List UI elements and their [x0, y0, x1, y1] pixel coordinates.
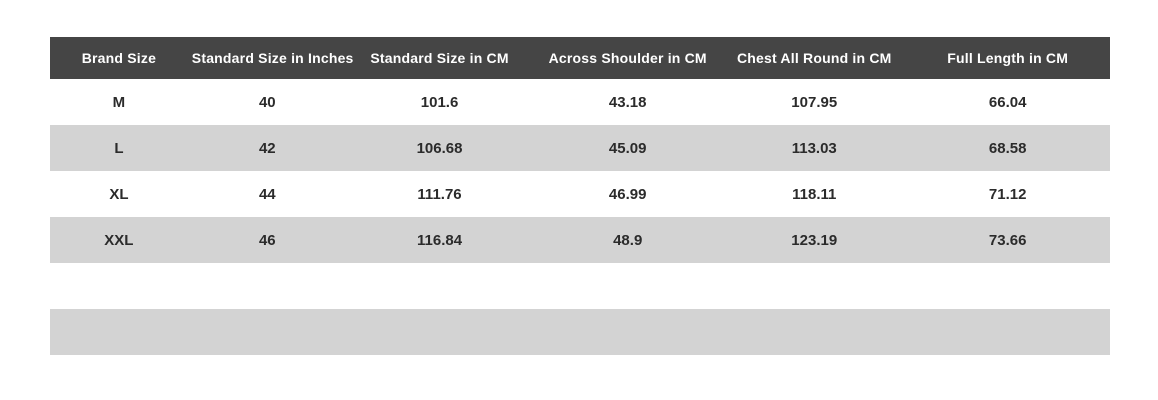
- empty-row-gray: [50, 309, 1110, 355]
- cell-across-shoulder-cm: 45.09: [532, 125, 724, 171]
- cell-standard-size-cm: 106.68: [346, 125, 533, 171]
- header-across-shoulder-cm: Across Shoulder in CM: [532, 37, 724, 79]
- empty-cell: [50, 309, 1110, 355]
- cell-standard-size-cm: 116.84: [346, 217, 533, 263]
- cell-standard-size-inches: 40: [187, 79, 347, 125]
- size-chart-table: Brand Size Standard Size in Inches Stand…: [50, 37, 1110, 355]
- size-row-xl: XL 44 111.76 46.99 118.11 71.12: [50, 171, 1110, 217]
- cell-brand-size: M: [50, 79, 188, 125]
- cell-standard-size-cm: 101.6: [346, 79, 533, 125]
- cell-chest-all-round-cm: 107.95: [723, 79, 906, 125]
- cell-standard-size-cm: 111.76: [346, 171, 533, 217]
- header-standard-size-cm: Standard Size in CM: [346, 37, 533, 79]
- size-row-xxl: XXL 46 116.84 48.9 123.19 73.66: [50, 217, 1110, 263]
- cell-across-shoulder-cm: 46.99: [532, 171, 724, 217]
- header-chest-all-round-cm: Chest All Round in CM: [723, 37, 906, 79]
- cell-standard-size-inches: 46: [187, 217, 347, 263]
- empty-row-white: [50, 263, 1110, 309]
- cell-brand-size: XXL: [50, 217, 188, 263]
- cell-full-length-cm: 66.04: [905, 79, 1110, 125]
- cell-full-length-cm: 68.58: [905, 125, 1110, 171]
- cell-across-shoulder-cm: 48.9: [532, 217, 724, 263]
- empty-cell: [50, 263, 1110, 309]
- cell-chest-all-round-cm: 123.19: [723, 217, 906, 263]
- cell-full-length-cm: 71.12: [905, 171, 1110, 217]
- header-full-length-cm: Full Length in CM: [905, 37, 1110, 79]
- cell-chest-all-round-cm: 118.11: [723, 171, 906, 217]
- size-row-l: L 42 106.68 45.09 113.03 68.58: [50, 125, 1110, 171]
- cell-across-shoulder-cm: 43.18: [532, 79, 724, 125]
- header-row: Brand Size Standard Size in Inches Stand…: [50, 37, 1110, 79]
- cell-brand-size: XL: [50, 171, 188, 217]
- size-row-m: M 40 101.6 43.18 107.95 66.04: [50, 79, 1110, 125]
- cell-chest-all-round-cm: 113.03: [723, 125, 906, 171]
- cell-standard-size-inches: 42: [187, 125, 347, 171]
- cell-standard-size-inches: 44: [187, 171, 347, 217]
- cell-brand-size: L: [50, 125, 188, 171]
- header-brand-size: Brand Size: [50, 37, 188, 79]
- header-standard-size-inches: Standard Size in Inches: [187, 37, 353, 79]
- cell-full-length-cm: 73.66: [905, 217, 1110, 263]
